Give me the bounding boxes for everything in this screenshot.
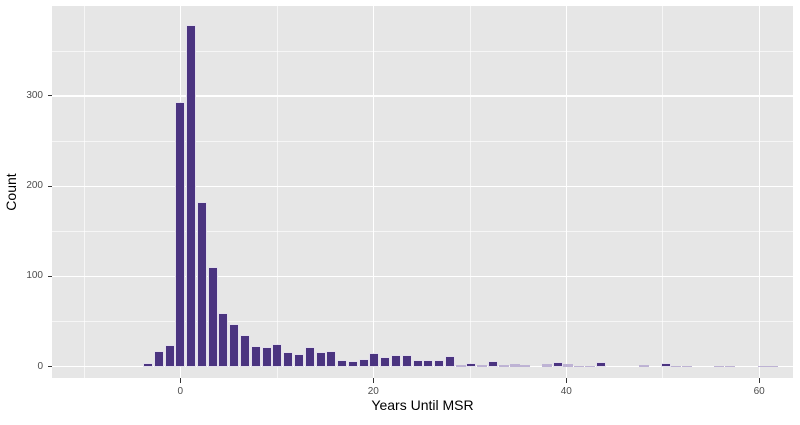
y-tick-label: 100: [26, 270, 43, 282]
histogram-bar: [768, 365, 779, 367]
histogram-bar: [671, 365, 682, 367]
x-tick-mark: [179, 378, 181, 383]
histogram-bar: [272, 344, 283, 367]
histogram-bar: [196, 201, 207, 367]
histogram-bar: [164, 345, 175, 367]
gridline-x-minor: [83, 6, 85, 378]
histogram-bar: [455, 364, 466, 367]
histogram-bar: [757, 365, 768, 367]
plot-panel: [52, 6, 793, 378]
histogram-bar: [358, 358, 369, 367]
histogram-bar: [563, 364, 574, 367]
y-tick-label: 0: [37, 360, 43, 372]
gridline-y-major: [52, 95, 793, 97]
histogram-bar: [423, 360, 434, 367]
histogram-bar: [153, 350, 164, 367]
x-tick-label: 40: [560, 386, 572, 397]
histogram-bar: [682, 365, 693, 367]
histogram-bar: [488, 361, 499, 367]
x-tick-label: 0: [177, 386, 184, 397]
histogram-bar: [444, 355, 455, 367]
histogram-bar: [541, 364, 552, 367]
y-tick-mark: [47, 366, 52, 368]
y-tick-mark: [47, 95, 52, 97]
y-tick-label: 200: [26, 180, 43, 192]
histogram-bar: [326, 350, 337, 367]
y-tick-label: 300: [26, 89, 43, 101]
gridline-y-major: [52, 275, 793, 278]
gridline-x-minor: [276, 6, 278, 378]
histogram-bar: [250, 346, 261, 367]
histogram-bar: [401, 355, 412, 367]
gridline-y-minor: [52, 321, 793, 322]
histogram-bar: [347, 361, 358, 367]
histogram-bar: [412, 360, 423, 367]
gridline-x-minor: [662, 6, 664, 378]
histogram-bar: [509, 364, 520, 367]
gridline-y-minor: [52, 140, 793, 142]
gridline-x-major: [372, 6, 374, 378]
y-tick-mark: [47, 275, 52, 277]
histogram-bar: [574, 365, 585, 367]
histogram-bar: [595, 362, 606, 367]
histogram-bar: [660, 363, 671, 367]
histogram-bar: [638, 364, 649, 367]
histogram-bar: [520, 364, 531, 367]
histogram-bar: [337, 360, 348, 367]
histogram-bar: [477, 364, 488, 367]
histogram-bar: [186, 24, 197, 367]
histogram-bar: [261, 346, 272, 367]
x-tick-mark: [565, 378, 567, 383]
histogram-bar: [466, 363, 477, 367]
x-tick-mark: [758, 378, 760, 383]
x-axis-title: Years Until MSR: [371, 397, 474, 413]
gridline-x-major: [565, 6, 567, 378]
histogram-bar: [434, 360, 445, 367]
histogram-bar: [390, 355, 401, 367]
histogram-bar: [380, 356, 391, 367]
histogram-bar: [552, 362, 563, 367]
histogram-bar: [585, 365, 596, 367]
histogram-bar: [725, 365, 736, 367]
histogram-bar: [175, 102, 186, 367]
histogram-bar: [498, 364, 509, 367]
histogram-bar: [283, 352, 294, 367]
gridline-y-minor: [52, 231, 793, 232]
histogram-bar: [315, 352, 326, 367]
gridline-x-minor: [469, 6, 471, 378]
histogram-bar: [143, 363, 154, 367]
x-tick-label: 60: [753, 386, 765, 397]
histogram-bar: [240, 335, 251, 367]
gridline-y-minor: [52, 50, 793, 52]
gridline-y-major: [52, 366, 793, 368]
histogram-bar: [293, 354, 304, 367]
histogram-bar: [304, 346, 315, 367]
histogram-bar: [229, 324, 240, 367]
histogram-bar: [218, 312, 229, 367]
x-tick-label: 20: [367, 386, 379, 397]
y-tick-mark: [47, 185, 52, 187]
histogram-bar: [207, 266, 218, 367]
histogram-bar: [369, 353, 380, 367]
histogram-bar: [714, 365, 725, 367]
x-tick-mark: [372, 378, 374, 383]
gridline-x-major: [758, 6, 760, 378]
gridline-y-major: [52, 185, 793, 187]
